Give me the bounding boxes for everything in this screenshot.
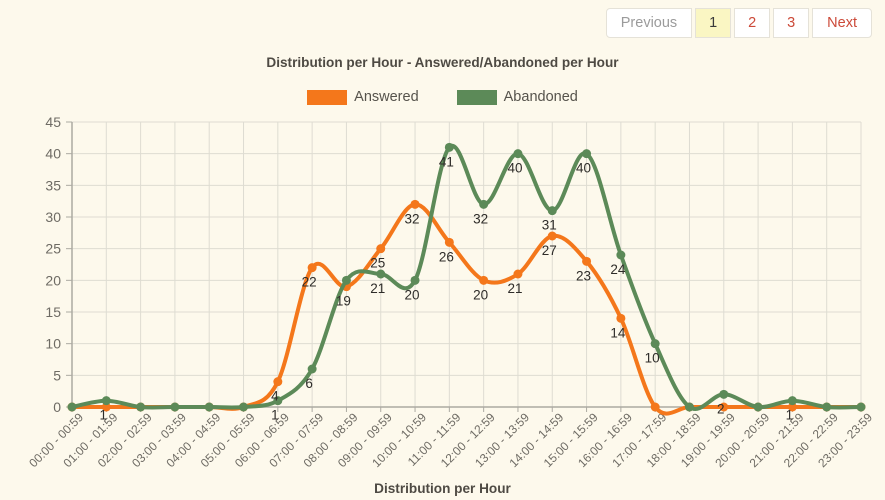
abandoned-point[interactable] [684, 402, 694, 412]
pagination: Previous 1 2 3 Next [605, 8, 872, 38]
abandoned-value-label: 2 [717, 401, 725, 416]
abandoned-point[interactable] [101, 396, 111, 406]
abandoned-value-label: 24 [610, 262, 626, 277]
abandoned-point[interactable] [513, 149, 523, 159]
abandoned-value-label: 40 [576, 161, 591, 176]
abandoned-point[interactable] [822, 402, 832, 412]
abandoned-point[interactable] [341, 275, 351, 285]
pagination-page-1-button[interactable]: 1 [695, 8, 732, 38]
y-tick-label: 40 [45, 146, 61, 162]
legend-item-abandoned[interactable]: Abandoned [456, 89, 578, 105]
answered-value-label: 19 [336, 294, 351, 309]
answered-point[interactable] [547, 231, 557, 241]
answered-point[interactable] [273, 377, 283, 387]
abandoned-point[interactable] [136, 402, 146, 412]
answered-value-label: 22 [302, 275, 317, 290]
abandoned-point[interactable] [410, 275, 420, 285]
abandoned-value-label: 31 [542, 218, 557, 233]
answered-point[interactable] [376, 244, 386, 254]
answered-point[interactable] [650, 402, 660, 412]
abandoned-value-label: 1 [271, 408, 279, 423]
abandoned-point[interactable] [273, 396, 283, 406]
abandoned-point[interactable] [307, 364, 317, 374]
abandoned-value-label: 1 [786, 408, 794, 423]
abandoned-point[interactable] [650, 339, 660, 349]
y-tick-label: 20 [45, 272, 61, 288]
answered-value-label: 27 [542, 243, 557, 258]
y-tick-label: 35 [45, 177, 61, 193]
answered-point[interactable] [719, 402, 729, 412]
pagination-previous-button[interactable]: Previous [605, 8, 693, 38]
abandoned-point[interactable] [547, 206, 557, 216]
answered-point[interactable] [444, 237, 454, 247]
answered-value-label: 26 [439, 249, 454, 264]
abandoned-value-label: 10 [645, 351, 660, 366]
abandoned-point[interactable] [376, 269, 386, 279]
y-tick-label: 5 [53, 367, 61, 383]
abandoned-point[interactable] [204, 402, 214, 412]
pagination-next-button[interactable]: Next [812, 8, 872, 38]
abandoned-point[interactable] [67, 402, 77, 412]
answered-value-label: 32 [405, 211, 420, 226]
answered-value-label: 14 [610, 325, 626, 340]
y-tick-label: 30 [45, 209, 61, 225]
answered-line[interactable] [70, 202, 863, 416]
answered-point[interactable] [582, 256, 592, 266]
abandoned-point[interactable] [753, 402, 763, 412]
answered-swatch-icon [307, 89, 348, 105]
abandoned-point[interactable] [170, 402, 180, 412]
abandoned-point[interactable] [582, 149, 592, 159]
answered-point[interactable] [616, 313, 626, 323]
x-axis-title: Distribution per Hour [374, 481, 511, 496]
legend-label-answered: Answered [354, 89, 419, 105]
answered-value-label: 23 [576, 268, 591, 283]
legend-label-abandoned: Abandoned [503, 89, 578, 105]
abandoned-point[interactable] [787, 396, 797, 406]
y-tick-label: 10 [45, 336, 61, 352]
abandoned-point[interactable] [719, 389, 729, 399]
abandoned-value-label: 21 [370, 281, 385, 296]
answered-point[interactable] [513, 269, 523, 279]
chart-legend: Answered Abandoned [0, 89, 885, 105]
answered-value-label: 25 [370, 256, 385, 271]
abandoned-point[interactable] [616, 250, 626, 260]
abandoned-point[interactable] [444, 142, 454, 152]
legend-item-answered[interactable]: Answered [307, 89, 419, 105]
abandoned-point[interactable] [856, 402, 866, 412]
abandoned-value-label: 20 [405, 287, 420, 302]
pagination-page-3-button[interactable]: 3 [773, 8, 810, 38]
answered-point[interactable] [787, 402, 797, 412]
abandoned-value-label: 6 [305, 376, 313, 391]
y-tick-label: 15 [45, 304, 61, 320]
answered-point[interactable] [101, 402, 111, 412]
abandoned-swatch-icon [456, 89, 497, 105]
answered-point[interactable] [479, 275, 489, 285]
abandoned-value-label: 1 [100, 408, 108, 423]
answered-point[interactable] [307, 263, 317, 273]
y-tick-label: 25 [45, 241, 61, 257]
pagination-page-2-button[interactable]: 2 [734, 8, 771, 38]
y-tick-label: 45 [45, 114, 61, 130]
abandoned-point[interactable] [479, 199, 489, 209]
abandoned-value-label: 41 [439, 154, 454, 169]
abandoned-point[interactable] [239, 402, 249, 412]
answered-value-label: 21 [507, 281, 522, 296]
abandoned-value-label: 40 [507, 161, 522, 176]
answered-value-label: 4 [271, 389, 279, 404]
chart-title: Distribution per Hour - Answered/Abandon… [266, 55, 619, 70]
answered-point[interactable] [410, 199, 420, 209]
answered-value-label: 20 [473, 287, 488, 302]
abandoned-value-label: 32 [473, 211, 488, 226]
y-tick-label: 0 [53, 399, 61, 415]
